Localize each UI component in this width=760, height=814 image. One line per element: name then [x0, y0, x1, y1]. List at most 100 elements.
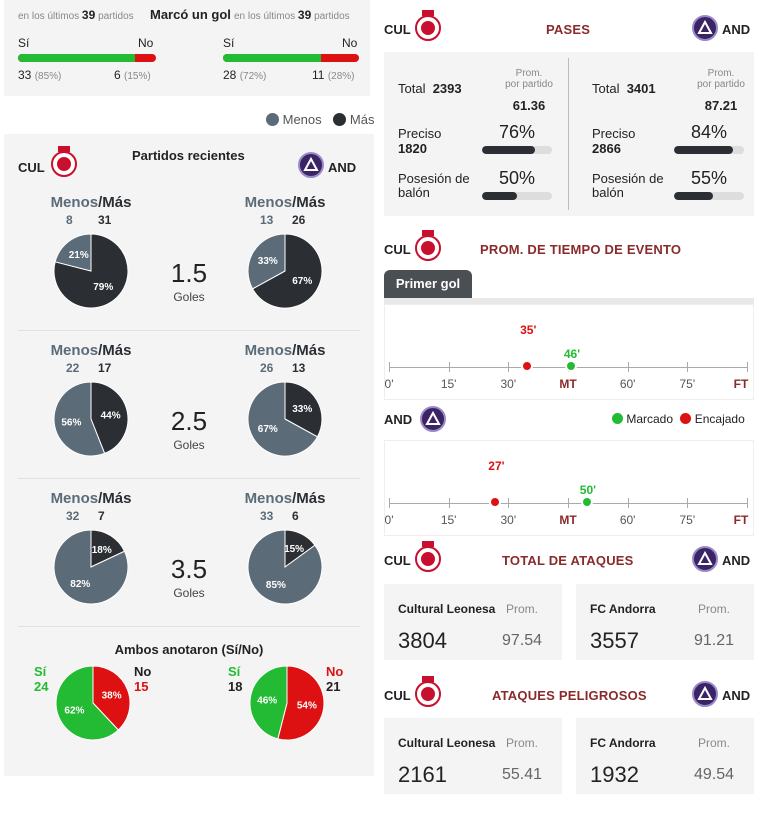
passes-card: Total 2393 Prom. por partido 61.36 Preci… — [384, 52, 754, 216]
away-tick — [627, 498, 629, 508]
conceded-dot — [680, 413, 692, 424]
home-axis-label: 60' — [619, 377, 636, 391]
attacks-home-avg: 97.54 — [502, 632, 543, 649]
home-precise-fill — [482, 146, 536, 154]
away-poss-fill — [674, 192, 713, 200]
btts-home-pie-slice-rest — [55, 665, 120, 741]
away-tick — [508, 498, 510, 508]
btts-home-pie-slice-first — [92, 665, 131, 731]
home-scored-label: 46' — [563, 347, 581, 361]
home-axis-label: 15' — [440, 377, 457, 391]
dangerous-home-avg: 55.41 — [502, 766, 543, 783]
row-2-home-pie-slice-first — [90, 529, 126, 568]
dangerous-away-name: FC Andorra — [590, 736, 656, 750]
row-0-home-pie: 79% 21% — [53, 233, 129, 309]
dangerous-home-name: Cultural Leonesa — [398, 736, 496, 750]
cultural-leonesa-crest-icon — [415, 541, 441, 572]
row-1-home-pie-label-first: 44% — [101, 410, 121, 421]
row-0-goals-threshold: 1.5 — [170, 258, 208, 288]
home-axis-label: MT — [559, 377, 577, 391]
home-tick — [389, 362, 390, 372]
home-axis-label: 75' — [679, 377, 696, 391]
row-2-home-pie-slice-rest — [53, 529, 129, 605]
btts-home-yes-label: Sí — [34, 664, 47, 679]
home-axis-label: 0' — [384, 377, 394, 391]
row-1-away-pie-label-first: 33% — [292, 404, 312, 415]
tab-primer-gol[interactable]: Primer gol — [384, 270, 472, 298]
attacks-title: TOTAL DE ATAQUES — [502, 553, 634, 568]
btts-title: Ambos anotaron (Sí/No) — [114, 642, 264, 657]
away-precise-pct: 84% — [690, 122, 728, 142]
row-1-away-pie: 33% 67% — [247, 381, 323, 457]
row-2-away-pie: 15% 85% — [247, 529, 323, 605]
cul-yes-fill — [18, 54, 136, 62]
away-precise-bar — [674, 146, 744, 154]
away-axis-label: 75' — [679, 513, 696, 527]
away-poss-pct: 55% — [690, 168, 728, 188]
home-scored-dot — [564, 360, 577, 372]
row-1-home-pie: 44% 56% — [53, 381, 129, 457]
away-tick — [389, 498, 390, 508]
away-precise-fill — [674, 146, 733, 154]
away-prom-label: Prom. por partido — [697, 68, 745, 90]
away-total: Total 3401 — [592, 81, 656, 96]
home-timeline: 0' 15' 30' MT 60' 75' FT 35' 46' — [384, 304, 754, 400]
and-yes-no-bar — [223, 54, 359, 62]
away-axis-label: FT — [733, 513, 749, 527]
legend: Menos Más — [266, 112, 374, 127]
dangerous-home-value: 2161 — [398, 762, 447, 787]
dangerous-away-code: AND — [722, 688, 751, 703]
row-1-away-pie-slice-first — [284, 381, 323, 438]
and-no-label: No — [342, 36, 358, 50]
home-conceded-dot — [521, 360, 534, 372]
dangerous-away-card: FC Andorra Prom. 1932 49.54 — [576, 718, 754, 794]
row-1-goals-label: Goles — [173, 438, 205, 452]
row-0-home-pie-label-first: 79% — [93, 282, 113, 293]
row-0-home-pie-slice-rest — [54, 233, 92, 272]
row-2-away-pie-label-rest: 85% — [266, 580, 286, 591]
row-1-away-header: Menos/Más — [244, 342, 326, 359]
fc-andorra-crest-icon — [692, 681, 718, 707]
passes-title: PASES — [546, 22, 591, 37]
row-1-home-pie-slice-rest — [53, 381, 106, 457]
event-title: PROM. DE TIEMPO DE EVENTO — [480, 242, 682, 257]
row-1-away-pie-slice-rest — [247, 381, 319, 457]
cultural-leonesa-crest-icon — [51, 146, 77, 177]
recent-away-code: AND — [328, 160, 357, 175]
cul-no-label: No — [138, 36, 154, 50]
cul-yes-no-bar — [18, 54, 156, 62]
away-axis-label: MT — [559, 513, 577, 527]
row-0-away-pie: 67% 33% — [247, 233, 323, 309]
home-poss-fill — [482, 192, 517, 200]
attacks-away-value: 3557 — [590, 628, 639, 653]
home-precise-pct: 76% — [498, 122, 536, 142]
row-2-home-pie-label-first: 18% — [92, 545, 112, 556]
btts-away-no-count: 21 — [326, 679, 341, 694]
home-axis-label: 30' — [500, 377, 517, 391]
home-precise-bar — [482, 146, 552, 154]
and-no-value: 11 (28%) — [312, 68, 355, 82]
row-0-home-pie-slice-first — [53, 233, 129, 309]
home-poss-label: Posesión de balón — [398, 171, 470, 200]
passes-divider — [568, 58, 569, 210]
tab-underline — [384, 298, 754, 304]
row-0-away-pie-label-first: 67% — [292, 276, 312, 287]
away-tick — [687, 498, 689, 508]
row-0-divider — [18, 330, 360, 331]
row-1-divider — [18, 478, 360, 479]
row-1-home-pie-slice-first — [90, 381, 129, 455]
right-period-label: en los últimos 39 partidos — [234, 8, 350, 22]
home-prom-value: 61.36 — [512, 98, 546, 113]
recent-title: Partidos recientes — [132, 148, 245, 163]
passes-home-code: CUL — [384, 22, 411, 37]
cultural-leonesa-crest-icon — [415, 230, 441, 261]
home-tick — [687, 362, 689, 372]
cul-yes-label: Sí — [18, 36, 30, 50]
attacks-away-avg: 91.21 — [694, 632, 735, 649]
dangerous-home-code: CUL — [384, 688, 411, 703]
home-precise-label: Preciso 1820 — [398, 126, 442, 156]
attacks-home-code: CUL — [384, 553, 411, 568]
btts-divider — [18, 626, 360, 627]
goal-stats-card: en los últimos 39 partidos Marcó un gol … — [4, 0, 370, 96]
fc-andorra-crest-icon — [298, 152, 324, 178]
